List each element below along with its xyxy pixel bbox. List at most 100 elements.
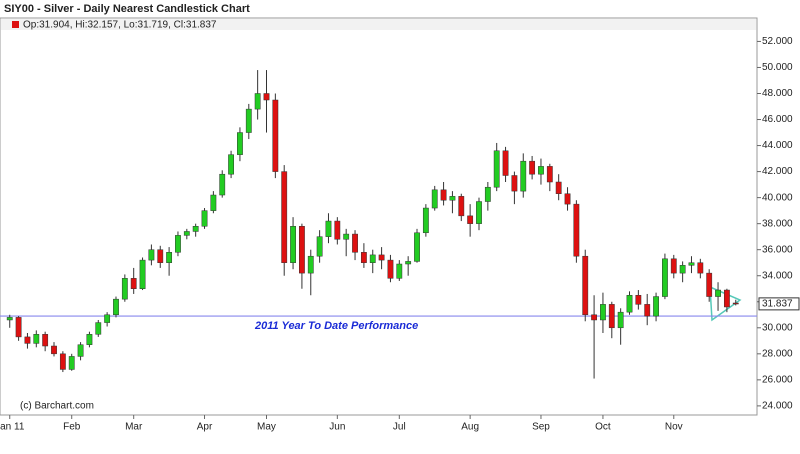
candle-body bbox=[201, 210, 208, 227]
candle-body bbox=[396, 263, 403, 279]
candle-body bbox=[192, 226, 199, 232]
x-tick-label: May bbox=[257, 422, 276, 433]
x-tick-label: Feb bbox=[63, 422, 81, 433]
y-tick-label: 42.000 bbox=[762, 166, 793, 177]
candle-body bbox=[113, 298, 119, 316]
candle-body bbox=[352, 233, 358, 253]
x-tick-label: Jan 11 bbox=[0, 422, 25, 433]
candle-body bbox=[228, 154, 234, 175]
candle-body bbox=[591, 314, 597, 321]
candle-body bbox=[219, 173, 226, 196]
candle-body bbox=[387, 259, 394, 279]
y-tick-label: 24.000 bbox=[762, 401, 793, 412]
y-tick-label: 46.000 bbox=[762, 114, 793, 125]
candle-body bbox=[290, 226, 296, 263]
candle-body bbox=[360, 252, 367, 263]
candle-body bbox=[6, 317, 13, 321]
y-tick-label: 36.000 bbox=[762, 244, 793, 255]
candle-body bbox=[564, 193, 571, 205]
candle-body bbox=[732, 302, 739, 305]
x-tick-label: Apr bbox=[197, 422, 213, 433]
candle-body bbox=[644, 304, 651, 317]
candle-body bbox=[121, 278, 128, 300]
legend-bar bbox=[1, 19, 756, 30]
candle-body bbox=[210, 194, 217, 211]
chart-title: SIY00 - Silver - Daily Nearest Candlesti… bbox=[4, 3, 250, 15]
candle-body bbox=[608, 304, 615, 329]
candle-body bbox=[520, 160, 527, 192]
candle-body bbox=[42, 334, 49, 347]
candle-body bbox=[378, 254, 385, 261]
candle-body bbox=[449, 196, 456, 201]
y-tick-label: 44.000 bbox=[762, 140, 793, 151]
candle-body bbox=[33, 334, 40, 344]
x-tick-label: Sep bbox=[532, 422, 550, 433]
candle-body bbox=[245, 108, 252, 133]
y-tick-label: 50.000 bbox=[762, 62, 793, 73]
y-tick-label: 34.000 bbox=[762, 270, 793, 281]
candle-body bbox=[600, 304, 606, 321]
candle-body bbox=[484, 186, 491, 202]
candle-body bbox=[688, 262, 695, 266]
annotation: 2011 Year To Date Performance bbox=[254, 320, 418, 332]
candle-body bbox=[369, 254, 376, 263]
candle-body bbox=[555, 181, 562, 194]
candle-body bbox=[511, 175, 518, 192]
last-price-box bbox=[758, 297, 800, 311]
candle-body bbox=[670, 258, 677, 274]
candle-body bbox=[166, 252, 173, 263]
candle-body bbox=[86, 334, 93, 345]
candle-body bbox=[263, 93, 270, 101]
candle-body bbox=[254, 93, 261, 110]
candle-body bbox=[626, 294, 633, 313]
candle-body bbox=[697, 262, 704, 274]
legend-swatch bbox=[12, 21, 19, 28]
candle-body bbox=[529, 160, 536, 175]
candle-body bbox=[706, 272, 713, 297]
candle-body bbox=[458, 196, 465, 217]
candle-body bbox=[405, 261, 412, 265]
candle-body bbox=[77, 344, 84, 357]
last-price-label: 31.837 bbox=[762, 299, 793, 310]
candle-body bbox=[51, 345, 57, 355]
candle-body bbox=[299, 226, 305, 274]
candle-body bbox=[723, 289, 730, 308]
candle-body bbox=[431, 189, 438, 209]
candle-body bbox=[139, 259, 146, 289]
y-tick-label: 28.000 bbox=[762, 348, 793, 359]
candle-body bbox=[68, 356, 75, 370]
y-tick-label: 38.000 bbox=[762, 218, 793, 229]
candle-body bbox=[715, 289, 721, 297]
candle-body bbox=[502, 150, 509, 176]
candle-body bbox=[307, 255, 314, 274]
x-tick-label: Oct bbox=[595, 422, 611, 433]
candle-body bbox=[467, 215, 474, 224]
candle-body bbox=[59, 353, 66, 370]
candle-body bbox=[582, 255, 589, 316]
candle-body bbox=[334, 220, 341, 240]
candle-body bbox=[272, 99, 279, 172]
candle-body bbox=[183, 231, 190, 236]
candle-body bbox=[281, 171, 288, 263]
plot-frame bbox=[0, 17, 758, 416]
candle-body bbox=[538, 166, 544, 175]
x-tick-label: Nov bbox=[665, 422, 683, 433]
candle-body bbox=[653, 296, 659, 317]
candle-body bbox=[343, 233, 350, 240]
x-tick-label: Aug bbox=[461, 422, 479, 433]
candle-body bbox=[95, 322, 102, 335]
candle-body bbox=[422, 207, 429, 234]
candle-body bbox=[24, 336, 31, 344]
candle-body bbox=[414, 232, 420, 262]
x-tick-label: Jul bbox=[393, 422, 406, 433]
candle-body bbox=[130, 278, 137, 289]
x-tick-label: Jun bbox=[329, 422, 345, 433]
candle-body bbox=[157, 249, 164, 263]
y-tick-label: 26.000 bbox=[762, 374, 793, 385]
y-tick-label: 40.000 bbox=[762, 192, 793, 203]
y-tick-label: 52.000 bbox=[762, 36, 793, 47]
candle-body bbox=[635, 294, 642, 305]
candle-body bbox=[237, 132, 243, 155]
copyright: (c) Barchart.com bbox=[20, 401, 94, 412]
